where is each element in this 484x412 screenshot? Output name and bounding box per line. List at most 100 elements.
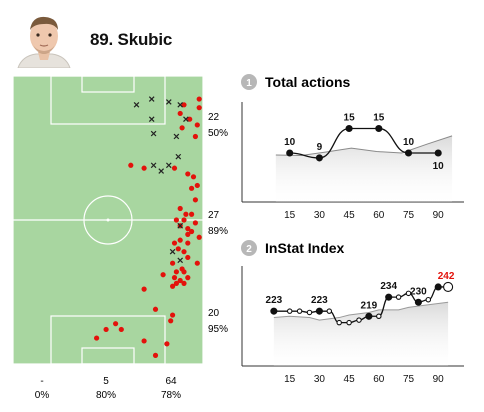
successful-action-dot — [189, 228, 195, 235]
total-actions-chart: 10 9 15 15 10 10 15 30 45 60 75 90 — [241, 102, 464, 221]
successful-action-dot — [181, 217, 187, 223]
successful-action-dot — [170, 312, 176, 318]
successful-action-dot — [190, 174, 197, 180]
instat-index-point — [315, 307, 323, 315]
successful-action-dot — [181, 102, 187, 108]
successful-action-dot — [177, 205, 183, 212]
instat-index-point — [296, 308, 303, 314]
instat-index-average-line — [273, 301, 449, 321]
instat-index-index-badge — [241, 240, 257, 256]
instat-index-point — [385, 293, 393, 301]
total-actions-point-label: 10 — [403, 137, 415, 148]
successful-action-dot — [194, 260, 200, 266]
unsuccessful-action-cross — [158, 168, 165, 174]
total-actions-x-tick-label: 60 — [373, 210, 385, 221]
successful-action-dot — [177, 277, 183, 284]
instat-index-point — [336, 319, 342, 326]
total-actions-x-tick-label: 75 — [403, 210, 415, 221]
successful-action-dot — [192, 197, 198, 203]
unsuccessful-action-cross — [165, 99, 172, 105]
successful-action-dot — [181, 269, 187, 275]
successful-action-dot — [171, 240, 178, 246]
successful-action-dot — [185, 226, 191, 232]
successful-action-dot — [192, 133, 198, 140]
total-actions-point-label: 15 — [344, 113, 356, 124]
instat-index-point — [443, 281, 454, 292]
successful-action-dot — [177, 237, 183, 243]
instat-index-point — [376, 313, 382, 320]
successful-action-dot — [152, 352, 159, 358]
unsuccessful-action-cross — [133, 101, 140, 108]
successful-action-dot — [128, 162, 134, 168]
successful-action-dot — [189, 185, 195, 191]
successful-action-dot — [164, 341, 170, 347]
successful-action-dot — [170, 283, 176, 289]
action-pitch-map: 22 50% 27 89% 20 95% - 0% 5 80% 64 78% — [12, 75, 228, 401]
instat-index-point — [326, 308, 333, 314]
successful-action-dot — [185, 254, 191, 261]
zone-top-count: 22 — [208, 112, 220, 123]
instat-index-point — [346, 319, 352, 326]
successful-action-dot — [175, 246, 181, 252]
successful-action-dot — [171, 275, 178, 281]
total-actions-x-tick-label: 15 — [284, 210, 296, 221]
successful-action-dot — [185, 240, 191, 246]
instat-index-point-label: 219 — [361, 300, 378, 311]
successful-action-dot — [194, 182, 200, 189]
total-actions-x-tick-label: 30 — [314, 210, 326, 221]
total-actions-x-tick-label: 90 — [433, 210, 445, 221]
successful-action-dot — [196, 96, 202, 102]
total-actions-point-label: 10 — [284, 137, 296, 148]
zone-middle-percent: 89% — [208, 226, 228, 237]
successful-action-dot — [189, 211, 195, 217]
instat-index-point — [405, 290, 412, 297]
successful-action-dot — [118, 326, 124, 333]
instat-index-point — [306, 309, 313, 316]
column-center-percent: 80% — [96, 390, 116, 401]
instat-index-point-label: 223 — [311, 295, 328, 306]
successful-action-dot — [94, 335, 100, 341]
unsuccessful-action-cross — [150, 162, 157, 169]
instat-index-x-tick-label: 45 — [344, 374, 356, 385]
total-actions-average-area — [275, 135, 453, 202]
unsuccessful-action-cross — [148, 116, 155, 123]
successful-action-dot — [168, 318, 174, 324]
successful-action-dot — [113, 321, 119, 327]
top-goal-area — [81, 75, 135, 93]
successful-action-dot — [185, 275, 191, 281]
total-actions-index: 1 — [246, 78, 252, 89]
avatar — [14, 8, 74, 73]
instat-index-point — [414, 298, 422, 306]
successful-action-dot — [141, 165, 147, 171]
unsuccessful-action-cross — [150, 130, 157, 137]
successful-action-dot — [177, 110, 183, 117]
instat-index-point — [434, 283, 442, 291]
instat-index-x-tick-label: 60 — [373, 374, 385, 385]
instat-index-point-label: 242 — [438, 271, 455, 282]
successful-action-dot — [181, 280, 187, 286]
total-actions-point-label: 10 — [433, 161, 445, 172]
instat-index-title: InStat Index — [265, 240, 345, 256]
zone-bottom-percent: 95% — [208, 324, 228, 335]
column-center-count: 5 — [103, 376, 109, 387]
zone-top-percent: 50% — [208, 128, 228, 139]
total-actions-index-badge — [241, 74, 257, 90]
instat-index-point-label: 230 — [410, 286, 427, 297]
total-actions-point-label: 15 — [373, 113, 385, 124]
successful-action-dot — [187, 116, 193, 122]
instat-index-x-tick-label: 30 — [314, 374, 326, 385]
successful-action-dot — [173, 280, 179, 286]
successful-action-dot — [171, 165, 178, 171]
column-left-percent: 0% — [35, 390, 50, 401]
bottom-goal-area — [81, 347, 135, 365]
center-circle — [83, 195, 133, 245]
successful-action-dot — [152, 306, 159, 312]
unsuccessful-action-cross — [183, 116, 189, 123]
unsuccessful-action-cross — [165, 162, 172, 169]
unsuccessful-action-cross — [173, 133, 180, 140]
successful-action-dot — [179, 125, 185, 131]
total-actions-title: Total actions — [265, 74, 351, 90]
instat-index-x-tick-label: 90 — [433, 374, 445, 385]
successful-action-dot — [173, 269, 179, 275]
